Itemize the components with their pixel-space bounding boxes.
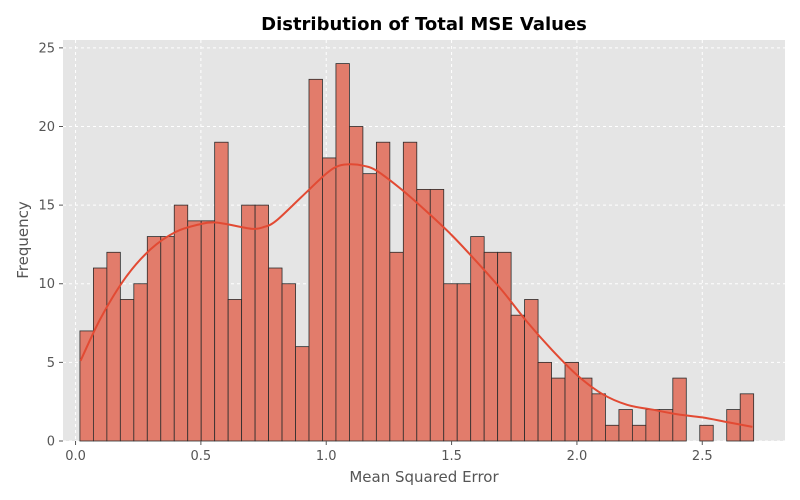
histogram-bar [510,314,525,442]
histogram-bar [551,377,566,442]
histogram-bars [79,63,755,442]
histogram-bar [200,220,216,442]
chart-title: Distribution of Total MSE Values [261,14,587,35]
histogram-bar [160,236,175,442]
kde-curve [79,163,753,428]
y-axis-ticks: 0 5 10 15 20 25 [38,41,63,450]
histogram-bar [322,157,337,442]
x-tick-label: 1.5 [441,449,462,464]
histogram-bar [645,409,660,442]
x-axis-ticks: 0.0 0.5 1.0 1.5 2.0 2.5 [65,441,713,464]
histogram-bar [699,424,714,442]
histogram-bar [133,283,148,442]
histogram-bar [335,63,350,442]
y-tick-label: 25 [38,41,55,56]
y-tick-label: 5 [47,356,55,371]
histogram-bar [362,173,377,442]
histogram-bar [375,141,391,442]
histogram-bar [416,188,431,442]
histogram-bar [173,204,189,442]
histogram-bar [605,424,620,442]
histogram-bar [308,78,323,442]
x-axis-label: Mean Squared Error [349,468,499,486]
histogram-bar [537,361,552,442]
histogram-bar [591,393,606,442]
y-axis-label: Frequency [14,201,32,279]
histogram-bar [497,251,512,442]
histogram-bar [429,188,445,442]
x-tick-label: 2.5 [692,449,713,464]
histogram-bar [92,267,108,442]
histogram-bar [483,251,499,442]
x-tick-label: 0.5 [191,449,212,464]
histogram-bar [389,251,404,442]
histogram-bar [456,283,472,442]
histogram-bar [146,236,162,442]
histogram-bar [739,393,755,442]
x-tick-label: 2.0 [567,449,588,464]
y-tick-label: 10 [38,277,55,292]
histogram-bar [268,267,283,442]
y-tick-label: 20 [38,120,55,135]
histogram-bar [214,141,229,442]
histogram-bar [402,141,418,442]
histogram-bar [443,283,458,442]
y-tick-label: 0 [47,435,55,450]
histogram-bar [631,424,647,442]
histogram-bar [281,283,296,442]
y-tick-label: 15 [38,199,55,214]
histogram-bar [227,299,243,442]
histogram-bar [106,251,121,442]
histogram-bar [726,409,741,442]
histogram-bar [187,220,202,442]
histogram-bar [658,409,674,442]
histogram-bar [254,204,269,442]
x-tick-label: 1.0 [316,449,337,464]
histogram-bar [295,346,310,442]
histogram-bar [618,409,633,442]
x-tick-label: 0.0 [65,449,86,464]
histogram-bar [241,204,256,442]
histogram-bar [349,126,364,442]
histogram-bar [578,377,593,442]
histogram-bar [119,299,135,442]
histogram-bar [672,377,687,442]
